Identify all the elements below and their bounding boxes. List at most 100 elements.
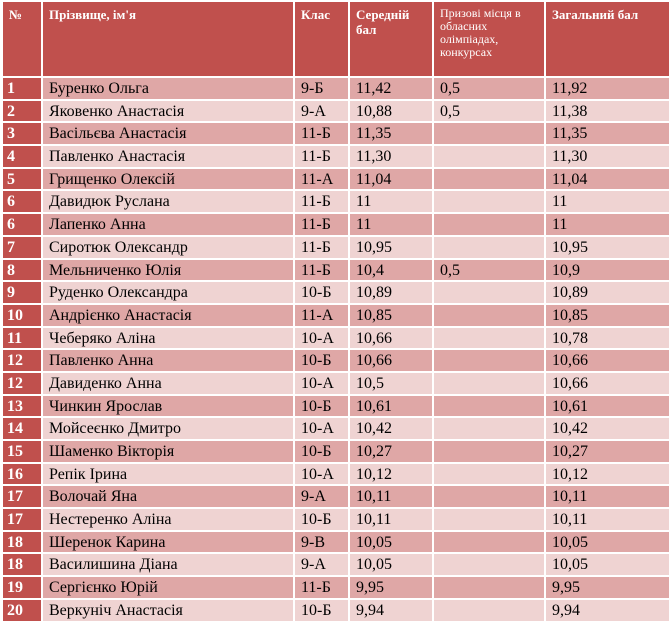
table-row: 15 Шаменко Вікторія 10-Б 10,27 10,27 — [1, 439, 670, 464]
table-row: 2 Яковенко Анастасія 9-А 10,88 0,5 11,38 — [1, 98, 670, 124]
cell-class: 11-А — [293, 166, 350, 192]
cell-name: Сиротюк Олександр — [41, 234, 295, 260]
table-row: 16 Репік Ірина 10-А 10,12 10,12 — [1, 461, 670, 487]
cell-avg: 10,89 — [348, 280, 434, 305]
cell-name: Василишина Діана — [41, 552, 295, 578]
table-row: 7 Сиротюк Олександр 11-Б 10,95 10,95 — [1, 234, 670, 260]
cell-avg: 10,05 — [348, 552, 434, 578]
table-row: 13 Чинкин Ярослав 10-Б 10,61 10,61 — [1, 393, 670, 419]
table-row: 5 Грищенко Олексій 11-А 11,04 11,04 — [1, 166, 670, 192]
cell-num: 5 — [1, 166, 43, 192]
header-total: Загальний бал — [544, 0, 670, 78]
cell-total: 10,11 — [544, 484, 670, 510]
cell-name: Давиденко Анна — [41, 370, 295, 396]
cell-num: 16 — [1, 461, 43, 487]
cell-name: Руденко Олександра — [41, 280, 295, 305]
cell-total: 10,11 — [544, 507, 670, 532]
cell-class: 10-А — [293, 416, 350, 441]
cell-total: 10,05 — [544, 552, 670, 578]
table-row: 14 Мойсеєнко Дмитро 10-А 10,42 10,42 — [1, 416, 670, 441]
cell-name: Мойсеєнко Дмитро — [41, 416, 295, 441]
cell-avg: 10,85 — [348, 302, 434, 328]
header-class: Клас — [293, 0, 350, 78]
cell-name: Шеренок Карина — [41, 529, 295, 555]
cell-num: 2 — [1, 98, 43, 124]
table-row: 12 Павленко Анна 10-Б 10,66 10,66 — [1, 348, 670, 373]
cell-num: 13 — [1, 393, 43, 419]
cell-avg: 10,95 — [348, 234, 434, 260]
table-body: 1 Буренко Ольга 9-Б 11,42 0,5 11,92 2 Яковенко … — [1, 76, 670, 623]
table-row: 6 Лапенко Анна 11-Б 11 11 — [1, 212, 670, 237]
table-row: 17 Волочай Яна 9-А 10,11 10,11 — [1, 484, 670, 510]
cell-num: 18 — [1, 529, 43, 555]
cell-name: Буренко Ольга — [41, 76, 295, 101]
cell-avg: 10,27 — [348, 439, 434, 464]
cell-places — [432, 121, 546, 147]
cell-avg: 10,12 — [348, 461, 434, 487]
cell-num: 3 — [1, 121, 43, 147]
table-row: 10 Андрієнко Анастасія 11-А 10,85 10,85 — [1, 302, 670, 328]
cell-avg: 10,11 — [348, 484, 434, 510]
table-row: 6 Давидюк Руслана 11-Б 11 11 — [1, 189, 670, 215]
cell-num: 4 — [1, 144, 43, 169]
cell-avg: 10,61 — [348, 393, 434, 419]
cell-class: 10-Б — [293, 348, 350, 373]
cell-avg: 10,66 — [348, 348, 434, 373]
cell-total: 10,95 — [544, 234, 670, 260]
cell-class: 9-А — [293, 98, 350, 124]
cell-name: Волочай Яна — [41, 484, 295, 510]
cell-name: Чинкин Ярослав — [41, 393, 295, 419]
cell-class: 10-Б — [293, 280, 350, 305]
cell-places — [432, 189, 546, 215]
cell-avg: 10,05 — [348, 529, 434, 555]
cell-places — [432, 280, 546, 305]
cell-class: 11-А — [293, 302, 350, 328]
table-row: 1 Буренко Ольга 9-Б 11,42 0,5 11,92 — [1, 76, 670, 101]
cell-name: Веркуніч Анастасія — [41, 597, 295, 623]
cell-total: 9,95 — [544, 575, 670, 600]
header-avg: Середній бал — [348, 0, 434, 78]
cell-avg: 9,95 — [348, 575, 434, 600]
cell-class: 11-Б — [293, 212, 350, 237]
cell-num: 11 — [1, 325, 43, 351]
cell-class: 11-Б — [293, 189, 350, 215]
header-num: № — [1, 0, 43, 78]
cell-num: 8 — [1, 257, 43, 283]
cell-total: 10,89 — [544, 280, 670, 305]
table-header: № Прізвище, ім'я Клас Середній бал Призо… — [1, 0, 670, 78]
cell-num: 15 — [1, 439, 43, 464]
cell-total: 10,66 — [544, 370, 670, 396]
cell-avg: 10,5 — [348, 370, 434, 396]
cell-avg: 9,94 — [348, 597, 434, 623]
cell-avg: 10,88 — [348, 98, 434, 124]
cell-num: 6 — [1, 189, 43, 215]
cell-name: Лапенко Анна — [41, 212, 295, 237]
table-row: 17 Нестеренко Аліна 10-Б 10,11 10,11 — [1, 507, 670, 532]
header-row: № Прізвище, ім'я Клас Середній бал Призо… — [1, 0, 670, 78]
cell-class: 11-Б — [293, 144, 350, 169]
cell-places — [432, 393, 546, 419]
cell-num: 17 — [1, 484, 43, 510]
table-row: 20 Веркуніч Анастасія 10-Б 9,94 9,94 — [1, 597, 670, 623]
cell-total: 9,94 — [544, 597, 670, 623]
cell-num: 12 — [1, 348, 43, 373]
cell-num: 10 — [1, 302, 43, 328]
cell-num: 6 — [1, 212, 43, 237]
cell-class: 9-А — [293, 552, 350, 578]
cell-name: Грищенко Олексій — [41, 166, 295, 192]
cell-name: Нестеренко Аліна — [41, 507, 295, 532]
cell-class: 10-А — [293, 325, 350, 351]
cell-class: 11-Б — [293, 121, 350, 147]
cell-num: 17 — [1, 507, 43, 532]
cell-class: 10-Б — [293, 439, 350, 464]
header-places: Призові місця в обласних олімпіадах, кон… — [432, 0, 546, 78]
cell-places: 0,5 — [432, 257, 546, 283]
cell-places — [432, 416, 546, 441]
cell-total: 11,30 — [544, 144, 670, 169]
cell-name: Яковенко Анастасія — [41, 98, 295, 124]
cell-total: 11,35 — [544, 121, 670, 147]
table-row: 18 Шеренок Карина 9-В 10,05 10,05 — [1, 529, 670, 555]
cell-name: Сергієнко Юрій — [41, 575, 295, 600]
cell-avg: 11,30 — [348, 144, 434, 169]
